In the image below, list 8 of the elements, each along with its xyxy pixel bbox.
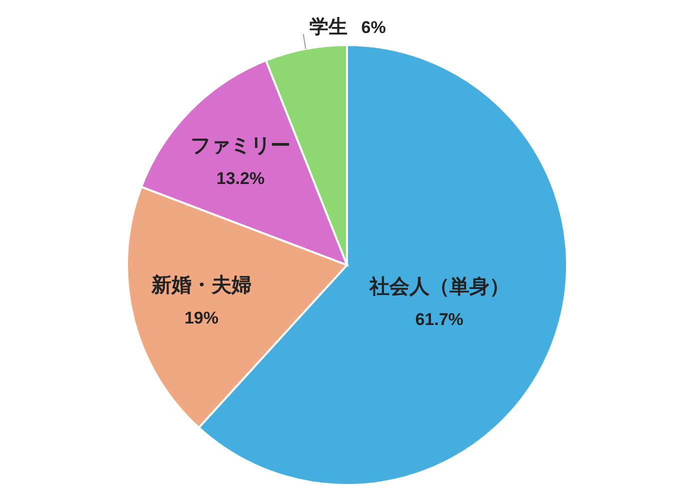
data-label: 6% <box>361 18 386 37</box>
data-label: 19% <box>184 308 219 328</box>
slice-label: 学生 <box>309 16 348 38</box>
data-label: 13.2% <box>216 168 265 188</box>
slice-label: 社会人（単身） <box>368 274 510 298</box>
slice-label: ファミリー <box>190 134 290 157</box>
slice-label: 新婚・夫婦 <box>150 274 252 297</box>
data-label: 61.7% <box>415 310 464 329</box>
